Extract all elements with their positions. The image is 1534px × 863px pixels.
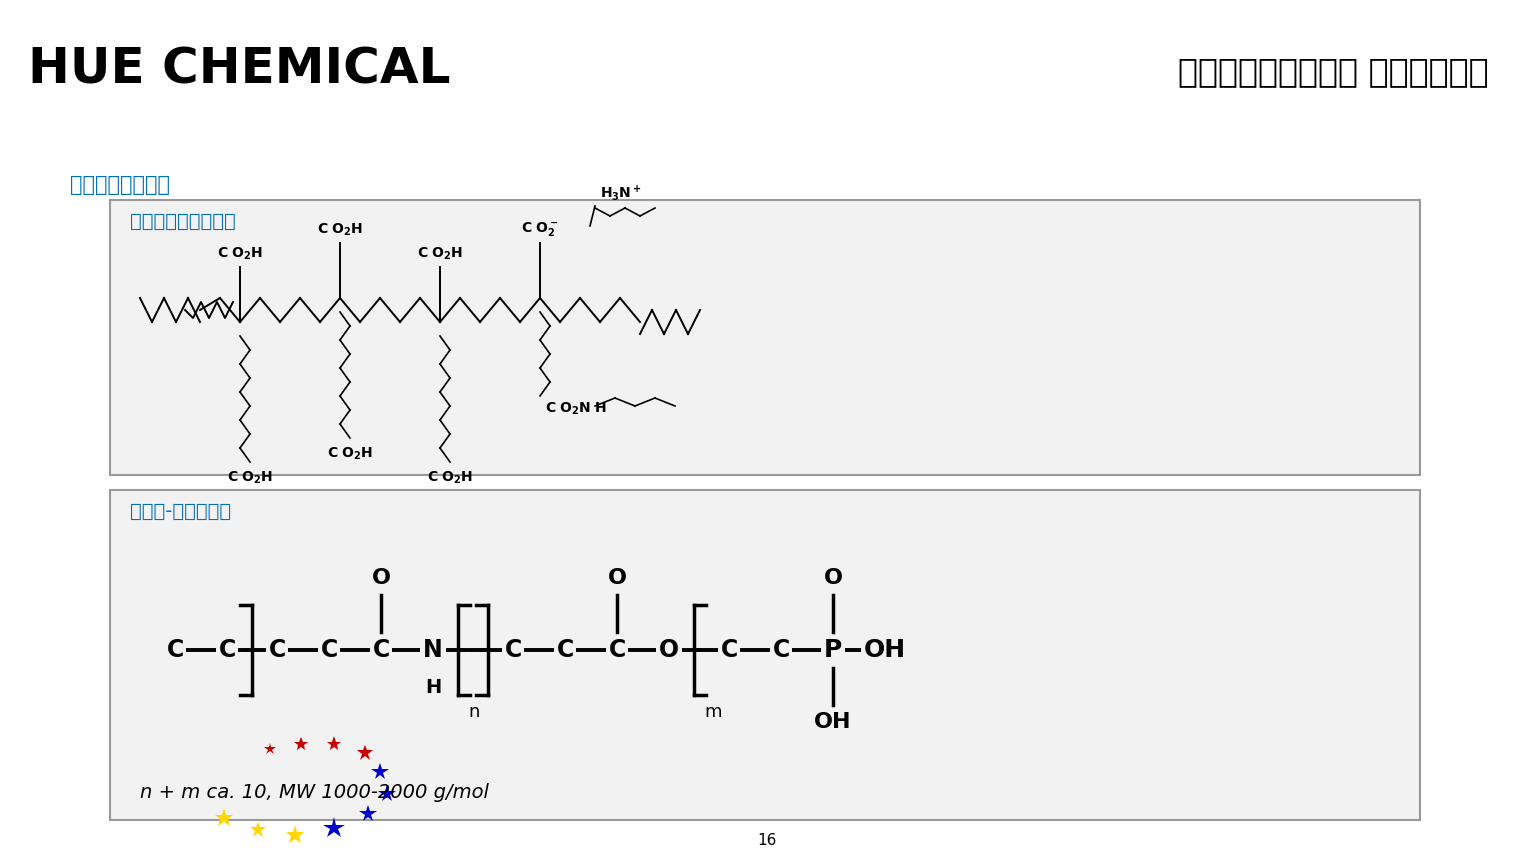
Text: $\mathbf{C\ O_2H}$: $\mathbf{C\ O_2H}$ [216, 246, 262, 262]
Text: n: n [468, 703, 479, 721]
Text: H: H [425, 678, 442, 697]
Text: C: C [609, 638, 626, 662]
Text: $\mathbf{H_3N^+}$: $\mathbf{H_3N^+}$ [600, 183, 641, 203]
Text: OH: OH [815, 712, 851, 732]
Text: P: P [824, 638, 842, 662]
Text: 16: 16 [758, 833, 776, 848]
Text: OH: OH [864, 638, 907, 662]
Text: C: C [773, 638, 790, 662]
Text: 润湿分散剂的分类： 低分子分散剂: 润湿分散剂的分类： 低分子分散剂 [1178, 55, 1490, 88]
Text: $\mathbf{C\ O_2^-}$: $\mathbf{C\ O_2^-}$ [522, 220, 558, 238]
Text: $\mathbf{C\ O_2H}$: $\mathbf{C\ O_2H}$ [426, 470, 472, 487]
Text: O: O [371, 568, 391, 588]
Text: 磷酸酯-磷酸盐结构: 磷酸酯-磷酸盐结构 [130, 502, 232, 521]
Text: $\mathbf{C\ O_2H}$: $\mathbf{C\ O_2H}$ [227, 470, 273, 487]
Text: C: C [218, 638, 236, 662]
Text: C: C [321, 638, 337, 662]
Text: C: C [166, 638, 184, 662]
Text: $\mathbf{C\ O_2H}$: $\mathbf{C\ O_2H}$ [318, 222, 364, 238]
Text: 多元缧酸聚合物结构: 多元缧酸聚合物结构 [130, 212, 236, 231]
Text: $\mathbf{C\ O_2H}$: $\mathbf{C\ O_2H}$ [417, 246, 463, 262]
Text: m: m [704, 703, 721, 721]
Text: O: O [607, 568, 626, 588]
Text: C: C [721, 638, 738, 662]
Text: $\mathbf{C\ O_2H}$: $\mathbf{C\ O_2H}$ [327, 446, 373, 463]
Text: 按化学结构划分：: 按化学结构划分： [71, 175, 170, 195]
Text: O: O [824, 568, 842, 588]
Text: N: N [423, 638, 443, 662]
Bar [110, 200, 1420, 475]
Bar [110, 490, 1420, 820]
Text: n + m ca. 10, MW 1000-2000 g/mol: n + m ca. 10, MW 1000-2000 g/mol [140, 783, 489, 802]
Text: C: C [373, 638, 390, 662]
Text: $\mathbf{C\ O_2N\ H}$: $\mathbf{C\ O_2N\ H}$ [545, 401, 607, 418]
Text: O: O [660, 638, 680, 662]
Text: HUE CHEMICAL: HUE CHEMICAL [28, 45, 451, 93]
Text: C: C [268, 638, 285, 662]
Text: C: C [505, 638, 522, 662]
Text: C: C [557, 638, 574, 662]
